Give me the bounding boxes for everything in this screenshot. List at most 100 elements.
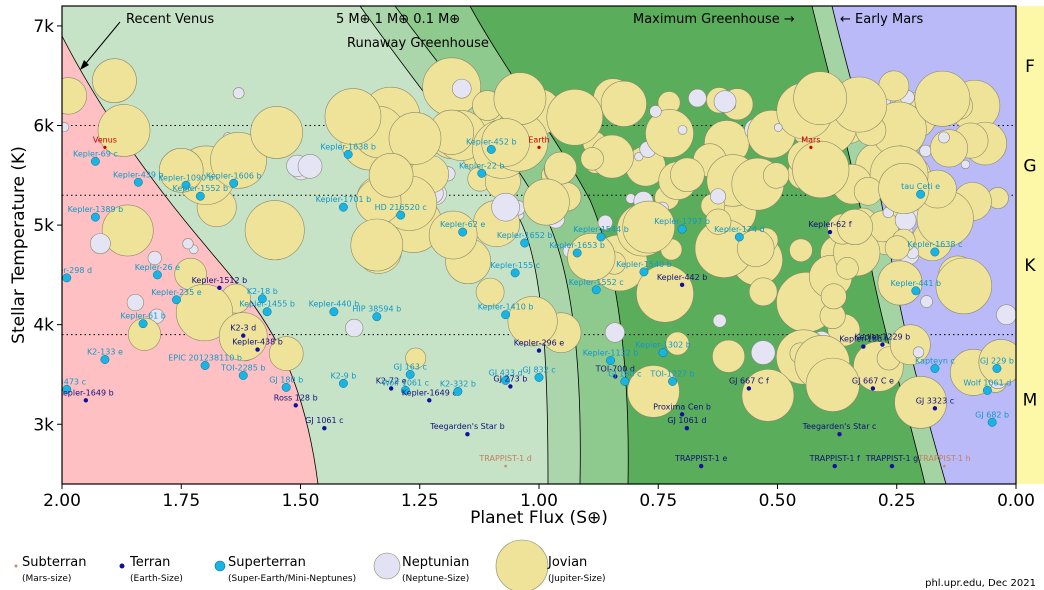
- credit-text: phl.upr.edu, Dec 2021: [925, 578, 1036, 589]
- x-tick-label: 0.75: [639, 491, 677, 511]
- planet-marker: [668, 376, 678, 386]
- spectral-class-label: F: [1025, 57, 1035, 77]
- y-tick-label: 5k: [33, 216, 54, 236]
- planet-marker: [322, 426, 327, 431]
- planet-marker: [889, 463, 895, 469]
- planet-marker: [400, 385, 410, 395]
- legend-sublabel: (Super-Earth/Mini-Neptunes): [228, 574, 356, 584]
- planet-label: Kepler-298 d: [41, 266, 92, 275]
- planet-label: Kepler-1652 b: [497, 231, 553, 240]
- planet-label: Teegarden's Star c: [802, 422, 877, 431]
- jovian-planet: [836, 208, 874, 246]
- neptunian-planet: [919, 144, 932, 158]
- jovian-planet: [244, 200, 305, 261]
- jovian-planet: [763, 162, 790, 189]
- y-tick-label: 3k: [33, 415, 54, 435]
- planet-marker: [257, 294, 267, 304]
- planet-label: Kepler-1649 c: [402, 388, 457, 397]
- x-axis-label: Planet Flux (S⊕): [470, 508, 608, 528]
- planet-label: Kepler-62 e: [440, 220, 485, 229]
- jovian-planet: [158, 148, 204, 193]
- planet-marker: [591, 285, 601, 295]
- jovian-planet: [914, 70, 971, 127]
- planet-marker: [827, 229, 833, 235]
- planet-label: Kepler-1540 b: [616, 260, 672, 269]
- planet-marker: [238, 371, 248, 380]
- jovian-planet: [368, 152, 414, 198]
- neptunian-planet: [604, 322, 626, 343]
- jovian-planet: [836, 257, 859, 280]
- x-tick-label: 0.50: [759, 491, 797, 511]
- jovian-planet: [388, 112, 442, 165]
- planet-label: TRAPPIST-1 h: [917, 454, 970, 463]
- jovian-planet: [324, 88, 382, 145]
- jovian-planet: [935, 257, 992, 315]
- planet-label: K2-9 b: [330, 371, 356, 380]
- planet-label: Kepler-1410 b: [478, 303, 534, 312]
- jovian-planet: [600, 80, 647, 127]
- planet-marker: [698, 463, 704, 469]
- planet-label: Kepler-442 b: [657, 273, 708, 282]
- planet-label: GJ 667 C f: [729, 376, 769, 385]
- planet-marker: [62, 273, 72, 283]
- planet-marker: [255, 347, 260, 352]
- planet-marker: [534, 372, 544, 382]
- planet-marker: [982, 385, 992, 395]
- jovian-planet: [712, 339, 746, 373]
- jovian-planet: [792, 140, 850, 199]
- jovian-planet: [522, 178, 570, 226]
- mass-labels: 5 M⊕ 1 M⊕ 0.1 M⊕: [336, 12, 460, 27]
- planet-marker: [477, 168, 487, 178]
- planet-marker: [861, 344, 866, 349]
- planet-marker: [734, 232, 744, 242]
- planet-marker: [486, 144, 496, 154]
- planet-label: Kepler-439 b: [113, 170, 164, 179]
- neptunian-planet: [920, 295, 933, 308]
- legend-label: Subterran: [22, 555, 87, 570]
- recent-venus-label: Recent Venus: [126, 12, 214, 27]
- jovian-planet: [665, 331, 690, 356]
- legend-sublabel: (Neptune-Size): [402, 574, 469, 584]
- recent-venus-arrow: [81, 21, 121, 69]
- planet-marker: [520, 238, 530, 248]
- neptunian-planet: [147, 250, 162, 266]
- planet-label: GJ 3323 c: [916, 396, 954, 405]
- planet-label: TOI-1227 b: [649, 369, 694, 378]
- planet-label: Kepler-62 f: [808, 220, 851, 229]
- planet-label: Kepler-155 c: [490, 261, 540, 270]
- jovian-planet: [250, 106, 303, 159]
- planet-marker: [458, 227, 468, 237]
- planet-label: Kepler-1302 b: [635, 341, 691, 350]
- planet-label: GJ 3473 c: [48, 377, 86, 386]
- legend-marker: [373, 552, 401, 580]
- neptunian-planet: [297, 154, 323, 179]
- planet-label: Kepler-1797 b: [654, 217, 710, 226]
- planet-marker: [152, 270, 162, 280]
- x-tick-label: 1.75: [162, 491, 200, 511]
- planet-label: GJ 1061 c: [305, 416, 343, 425]
- planet-label: GJ 1061 d: [667, 416, 706, 425]
- planet-label: GJ 163 c: [394, 362, 427, 371]
- jovian-planet: [481, 118, 530, 167]
- jovian-planet: [884, 235, 910, 261]
- max-greenhouse-label: Maximum Greenhouse →: [633, 12, 795, 27]
- jovian-planet: [101, 204, 154, 257]
- y-tick-label: 6k: [33, 117, 54, 137]
- planet-label: K2-18 b: [247, 287, 278, 296]
- planet-label: GJ 229 b: [980, 356, 1014, 365]
- planet-marker: [195, 191, 205, 201]
- planet-marker: [343, 149, 353, 159]
- x-tick-label: 0.25: [878, 491, 916, 511]
- planet-label: Kepler-1701 b: [316, 195, 372, 204]
- planet-marker: [293, 403, 298, 408]
- jovian-planet: [645, 109, 694, 158]
- spectral-class-label: G: [1023, 156, 1036, 176]
- recent-venus-arrowhead: [80, 60, 89, 70]
- x-axis-ticks: 2.00 1.75 1.50 1.25 1.00 0.75 0.50 0.25 0.00: [43, 484, 1035, 511]
- planet-marker: [679, 412, 685, 417]
- neptunian-planet: [677, 125, 688, 135]
- jovian-planet: [567, 232, 616, 282]
- neptunian-planet: [62, 122, 70, 133]
- y-tick-label: 4k: [33, 316, 54, 336]
